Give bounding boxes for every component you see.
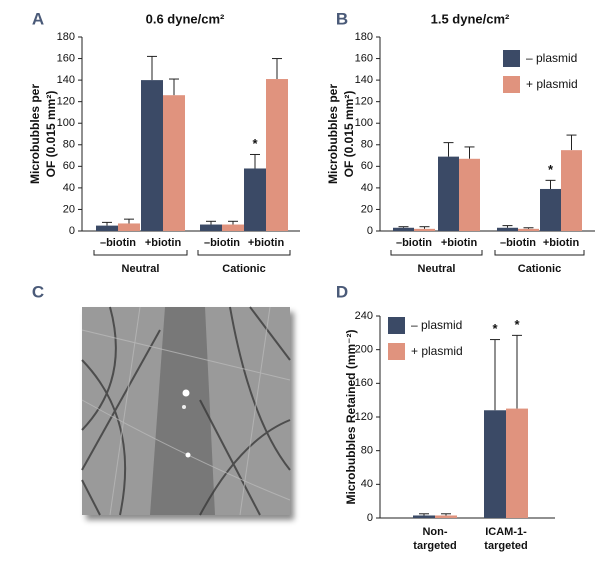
y-tick-label: 40 — [361, 182, 373, 194]
y-tick-label: 140 — [355, 74, 373, 86]
y-tick-label: 120 — [355, 411, 373, 423]
y-tick-label: 80 — [361, 139, 373, 151]
bar — [561, 150, 582, 231]
y-axis-label: OF (0.015 mm²) — [342, 91, 356, 178]
chart-title: 0.6 dyne/cm² — [146, 11, 225, 26]
y-axis-label: OF (0.015 mm²) — [44, 91, 58, 178]
chart-title: 1.5 dyne/cm² — [431, 11, 510, 26]
legend-swatch — [388, 343, 405, 360]
x-tick-label: targeted — [484, 540, 527, 552]
y-tick-label: 240 — [355, 310, 373, 322]
y-tick-label: 100 — [355, 117, 373, 129]
y-tick-label: 80 — [63, 139, 75, 151]
legend-swatch — [503, 50, 520, 67]
bar — [506, 408, 528, 518]
x-tick-label: +biotin — [145, 237, 182, 249]
y-tick-label: 120 — [355, 96, 373, 108]
y-tick-label: 100 — [57, 117, 75, 129]
bar — [518, 228, 539, 231]
x-tick-label: +biotin — [543, 237, 580, 249]
group-bracket — [390, 250, 483, 256]
bar — [244, 168, 266, 231]
legend-swatch — [388, 317, 405, 334]
x-tick-label: +biotin — [248, 237, 285, 249]
y-tick-label: 20 — [63, 203, 75, 215]
x-tick-label: –biotin — [100, 237, 136, 249]
y-tick-label: 0 — [69, 225, 75, 237]
y-tick-label: 120 — [57, 96, 75, 108]
bar — [222, 224, 244, 231]
y-axis-label: Microbubbles per — [326, 84, 340, 184]
y-tick-label: 200 — [355, 344, 373, 356]
annotation: * — [492, 321, 498, 336]
legend-label: – plasmid — [411, 318, 462, 332]
x-tick-label: +biotin — [441, 237, 478, 249]
y-tick-label: 160 — [355, 377, 373, 389]
bar — [118, 223, 140, 231]
y-tick-label: 160 — [57, 52, 75, 64]
bar — [540, 188, 561, 231]
y-tick-label: 40 — [63, 182, 75, 194]
group-bracket — [93, 250, 188, 256]
bar — [414, 228, 435, 231]
y-tick-label: 180 — [57, 31, 75, 43]
x-tick-label: ICAM-1- — [485, 526, 527, 538]
y-tick-label: 0 — [367, 512, 373, 524]
x-tick-label: Non- — [422, 526, 447, 538]
bar — [393, 227, 414, 231]
x-tick-label: –biotin — [204, 237, 240, 249]
group-label: Neutral — [122, 263, 160, 275]
y-tick-label: 140 — [57, 74, 75, 86]
panel-letter: B — [336, 9, 348, 28]
panel-letter: D — [336, 282, 348, 301]
bar — [141, 80, 163, 231]
group-label: Neutral — [418, 263, 456, 275]
bar — [484, 410, 506, 518]
bar — [459, 158, 480, 231]
legend-label: + plasmid — [526, 77, 578, 91]
panel-letter: C — [32, 282, 44, 301]
y-axis-label: Microbubbles Retained (mm⁻²) — [344, 329, 358, 504]
group-bracket — [494, 250, 585, 256]
micrograph — [81, 306, 291, 516]
annotation: * — [252, 136, 258, 151]
bar — [96, 225, 118, 231]
group-bracket — [197, 250, 291, 256]
bar — [497, 227, 518, 231]
y-tick-label: 0 — [367, 225, 373, 237]
annotation: * — [548, 162, 554, 177]
group-label: Cationic — [222, 263, 265, 275]
y-tick-label: 180 — [355, 31, 373, 43]
group-label: Cationic — [518, 263, 561, 275]
bar — [413, 515, 435, 518]
y-axis-label: Microbubbles per — [28, 84, 42, 184]
y-tick-label: 160 — [355, 52, 373, 64]
legend-label: – plasmid — [526, 51, 577, 65]
annotation: * — [514, 317, 520, 332]
legend-label: + plasmid — [411, 344, 463, 358]
y-tick-label: 40 — [361, 478, 373, 490]
bar — [163, 95, 185, 231]
bar — [200, 224, 222, 231]
x-tick-label: –biotin — [396, 237, 432, 249]
y-tick-label: 60 — [361, 160, 373, 172]
y-tick-label: 60 — [63, 160, 75, 172]
y-tick-label: 20 — [361, 203, 373, 215]
x-tick-label: –biotin — [500, 237, 536, 249]
bar — [435, 515, 457, 518]
bar — [438, 156, 459, 231]
x-tick-label: targeted — [413, 540, 456, 552]
panel-letter: A — [32, 9, 44, 28]
y-tick-label: 80 — [361, 445, 373, 457]
bar — [266, 79, 288, 232]
legend-swatch — [503, 76, 520, 93]
